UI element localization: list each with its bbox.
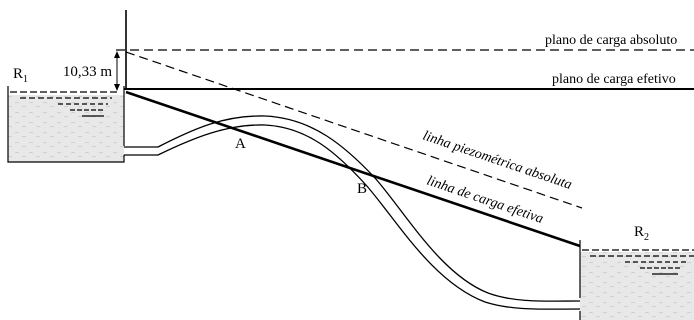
reservoir-r1-water [8,95,124,162]
reservoir-r2-label: R2 [634,224,649,243]
reservoir-r1-walls [7,86,125,163]
reservoir-r2-water-lines [582,249,694,275]
siphon-pipe-upper-wall [124,115,581,302]
reservoir-r1-label: R1 [13,66,28,85]
reservoir-r1: R1 [7,66,125,163]
point-a-label: A [235,136,246,152]
reservoir-r2-water [580,252,694,320]
linha-piezometrica-line [125,51,583,209]
dimension-10-33: 10,33 m [63,51,120,91]
siphon-pipe-lower-wall [124,124,581,310]
reservoir-r1-water-lines [10,91,120,117]
dimension-label: 10,33 m [63,64,113,80]
reservoir-r2: R2 [579,224,694,320]
point-b-label: B [357,181,367,197]
linha-carga-efetiva-line [125,90,581,248]
plano-carga-absoluto-label: plano de carga absoluto [545,33,677,48]
plano-carga-efetivo-label: plano de carga efetivo [552,72,676,87]
siphon-pipe [124,115,581,310]
